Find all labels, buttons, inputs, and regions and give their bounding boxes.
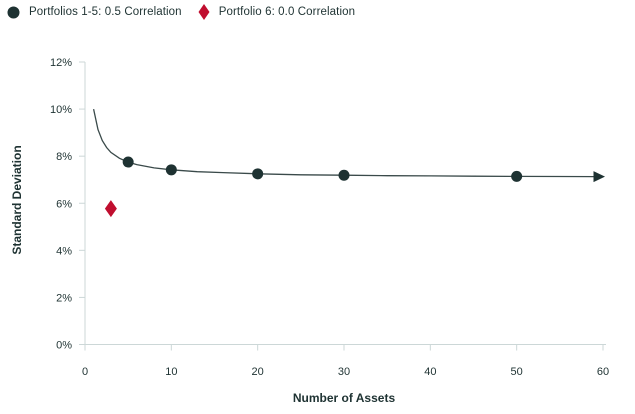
legend-item-portfolios-1-5: Portfolios 1-5: 0.5 Correlation: [7, 6, 182, 19]
x-tick-label: 30: [338, 366, 350, 378]
diamond-marker-icon: [198, 4, 210, 20]
series-line-05-correlation: [92, 108, 595, 178]
y-tick-label: 6%: [56, 198, 72, 210]
y-tick-label: 2%: [56, 292, 72, 304]
legend-item-portfolio-6: Portfolio 6: 0.0 Correlation: [198, 4, 355, 20]
x-tick-label: 40: [424, 366, 436, 378]
data-point-circle: [511, 170, 523, 182]
legend: Portfolios 1-5: 0.5 Correlation Portfoli…: [7, 4, 355, 20]
y-tick-label: 4%: [56, 245, 72, 257]
legend-label-portfolios-1-5: Portfolios 1-5: 0.5 Correlation: [29, 6, 182, 18]
circle-marker-shape: [7, 6, 20, 18]
arrow-head-icon: [593, 171, 605, 183]
x-tick-label: 50: [511, 366, 523, 378]
y-tick-label: 0%: [56, 340, 72, 352]
x-tick-label: 0: [82, 366, 88, 378]
legend-label-portfolio-6: Portfolio 6: 0.0 Correlation: [218, 6, 356, 18]
y-axis-title: Standard Deviation: [10, 145, 24, 255]
x-tick-label: 10: [165, 366, 177, 378]
y-tick-label: 8%: [56, 151, 72, 163]
data-point-diamond: [104, 200, 117, 218]
x-axis-title: Number of Assets: [292, 391, 396, 405]
diamond-marker-shape: [198, 4, 210, 20]
data-point-circle: [122, 156, 134, 168]
x-tick-label: 60: [597, 366, 609, 378]
circle-marker-icon: [7, 6, 20, 18]
data-point-circle: [165, 164, 177, 176]
y-tick-label: 12%: [50, 57, 72, 69]
y-tick-label: 10%: [50, 104, 72, 116]
x-tick-label: 20: [252, 366, 264, 378]
data-point-circle: [338, 169, 350, 181]
data-point-circle: [252, 168, 264, 180]
